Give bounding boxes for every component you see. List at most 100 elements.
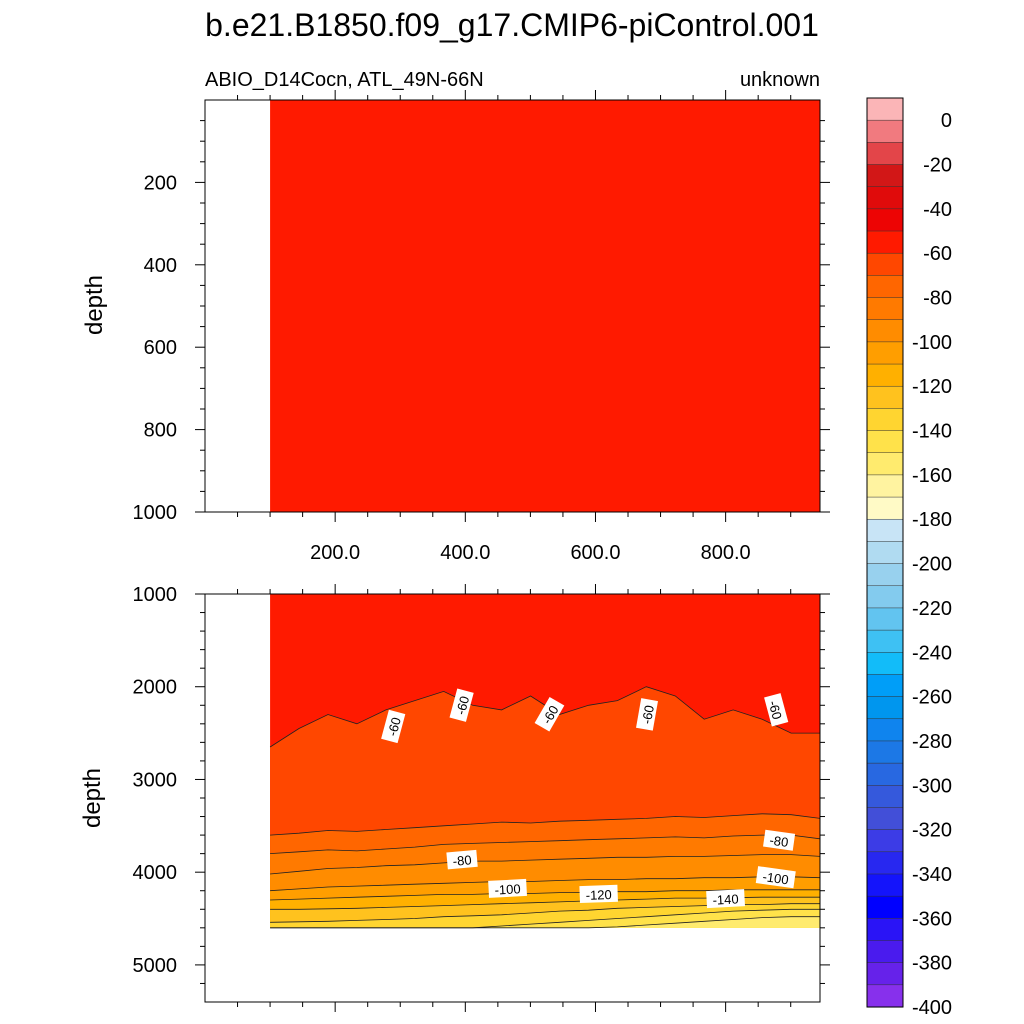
colorbar-box [866, 319, 904, 343]
colorbar-box [866, 142, 904, 166]
colorbar-box [866, 230, 904, 254]
contour-label-box [449, 688, 474, 722]
upper-x-tick-label: 400.0 [440, 542, 490, 564]
chart-title: b.e21.B1850.f09_g17.CMIP6-piControl.001 [205, 7, 819, 43]
colorbar-box [866, 962, 904, 986]
lower-y-tick-label: 2000 [133, 677, 178, 699]
colorbar-label: -120 [912, 376, 952, 398]
contour-label: -80 [446, 849, 478, 870]
colorbar-box [866, 829, 904, 853]
lower-y-tick-label: 3000 [133, 769, 178, 791]
contour-label-box [534, 697, 565, 732]
contour-line [270, 834, 821, 854]
lower-panel: -60-60 -60 -60 -60-80-80-100 -120-100-140 10… [79, 584, 830, 1012]
colorbar-label: -20 [923, 155, 952, 177]
colorbar-box [866, 341, 904, 365]
contour-line [270, 813, 821, 836]
contour-label-text: -80 [769, 832, 790, 849]
colorbar-box [866, 363, 904, 387]
contour-label: -140 [706, 889, 745, 909]
colorbar-box [866, 807, 904, 831]
colorbar-box [866, 918, 904, 942]
lower-band [270, 916, 821, 928]
contour-label-text: -100 [494, 881, 521, 897]
contour-label: -100 [755, 866, 796, 889]
contour-label-box [636, 698, 658, 731]
colorbar-box [866, 895, 904, 919]
colorbar-box [866, 652, 904, 675]
lower-y-tick-label: 5000 [133, 955, 178, 977]
colorbar-label: -340 [912, 864, 952, 886]
contour-label: -60 [764, 693, 789, 727]
colorbar-box [866, 762, 904, 786]
colorbar-box [866, 696, 904, 720]
colorbar-label: -40 [923, 199, 952, 221]
colorbar-label: -200 [912, 554, 952, 576]
contour-label: -60 [449, 688, 474, 722]
colorbar-box [866, 252, 904, 276]
contour-label-box [488, 878, 527, 898]
contour-labels: -60-60 -60 -60 -60-80-80-100 -120-100-140 [381, 688, 796, 909]
lower-plot-area [269, 594, 821, 929]
contour-line [270, 916, 820, 929]
colorbar-label: -380 [912, 953, 952, 975]
colorbar-label: -60 [923, 243, 952, 265]
colorbar-box [866, 385, 904, 409]
colorbar-label: -260 [912, 687, 952, 709]
colorbar-box [866, 740, 904, 764]
upper-plot-area [270, 100, 821, 512]
colorbar-box [866, 984, 904, 1008]
colorbar-label: -80 [923, 288, 952, 310]
colorbar-label: -320 [912, 820, 952, 842]
contour-label-text: -60 [453, 694, 472, 716]
upper-fill-region [270, 100, 821, 512]
colorbar-label: -220 [912, 598, 952, 620]
contour-label-text: -100 [762, 869, 790, 887]
lower-y-tick-label: 4000 [133, 862, 178, 884]
colorbar-label: -280 [912, 731, 952, 753]
colorbar-box [866, 873, 904, 897]
colorbar-box [866, 496, 904, 520]
colorbar-box [866, 785, 904, 809]
contour-label: -60 [381, 709, 406, 744]
colorbar-box [866, 629, 904, 653]
upper-y-tick-label: 600 [144, 337, 177, 359]
colorbar-box [866, 674, 904, 698]
contour-label-text: -60 [639, 704, 657, 725]
upper-right-string: unknown [740, 69, 820, 91]
upper-x-tick-label: 800.0 [701, 542, 751, 564]
colorbar-box [866, 518, 904, 542]
colorbar-label: -300 [912, 775, 952, 797]
colorbar-box [866, 585, 904, 609]
colorbar-box [866, 452, 904, 476]
lower-y-axis-label: depth [79, 768, 106, 828]
contour-label-text: -80 [452, 852, 472, 869]
colorbar-label: -160 [912, 465, 952, 487]
colorbar-box [866, 275, 904, 299]
colorbar-box [866, 607, 904, 631]
colorbar-label: -100 [912, 332, 952, 354]
colorbar-box [866, 164, 904, 188]
colorbar-box [866, 186, 904, 210]
colorbar-box [866, 474, 904, 498]
upper-axes: 200.0 400.0 600.0 800.0 200 400 600 800 1000 [133, 90, 830, 564]
contour-label-text: -120 [585, 887, 612, 903]
contour-label-box [381, 709, 406, 744]
upper-y-tick-label: 1000 [133, 502, 178, 524]
contour-label-text: -140 [712, 891, 739, 907]
contour-line [270, 876, 821, 892]
contour-label-text: -60 [766, 699, 785, 721]
colorbar-box [866, 541, 904, 565]
upper-panel: ABIO_D14Cocn, ATL_49N-66N unknown 200.0 4… [81, 69, 830, 564]
colorbar-box [866, 297, 904, 321]
upper-left-string: ABIO_D14Cocn, ATL_49N-66N [205, 69, 484, 91]
colorbar: 0 -20 -40 -60 -80 -100 -120 -140 -160 -180 -200 -22… [866, 97, 952, 1019]
contour-label: -80 [763, 829, 796, 851]
colorbar-box [866, 119, 904, 143]
contour-label-box [446, 849, 478, 870]
colorbar-label: -400 [912, 997, 952, 1019]
colorbar-box [866, 718, 904, 742]
contour-label-box [755, 866, 796, 889]
colorbar-box [866, 940, 904, 964]
upper-x-tick-label: 600.0 [570, 542, 620, 564]
